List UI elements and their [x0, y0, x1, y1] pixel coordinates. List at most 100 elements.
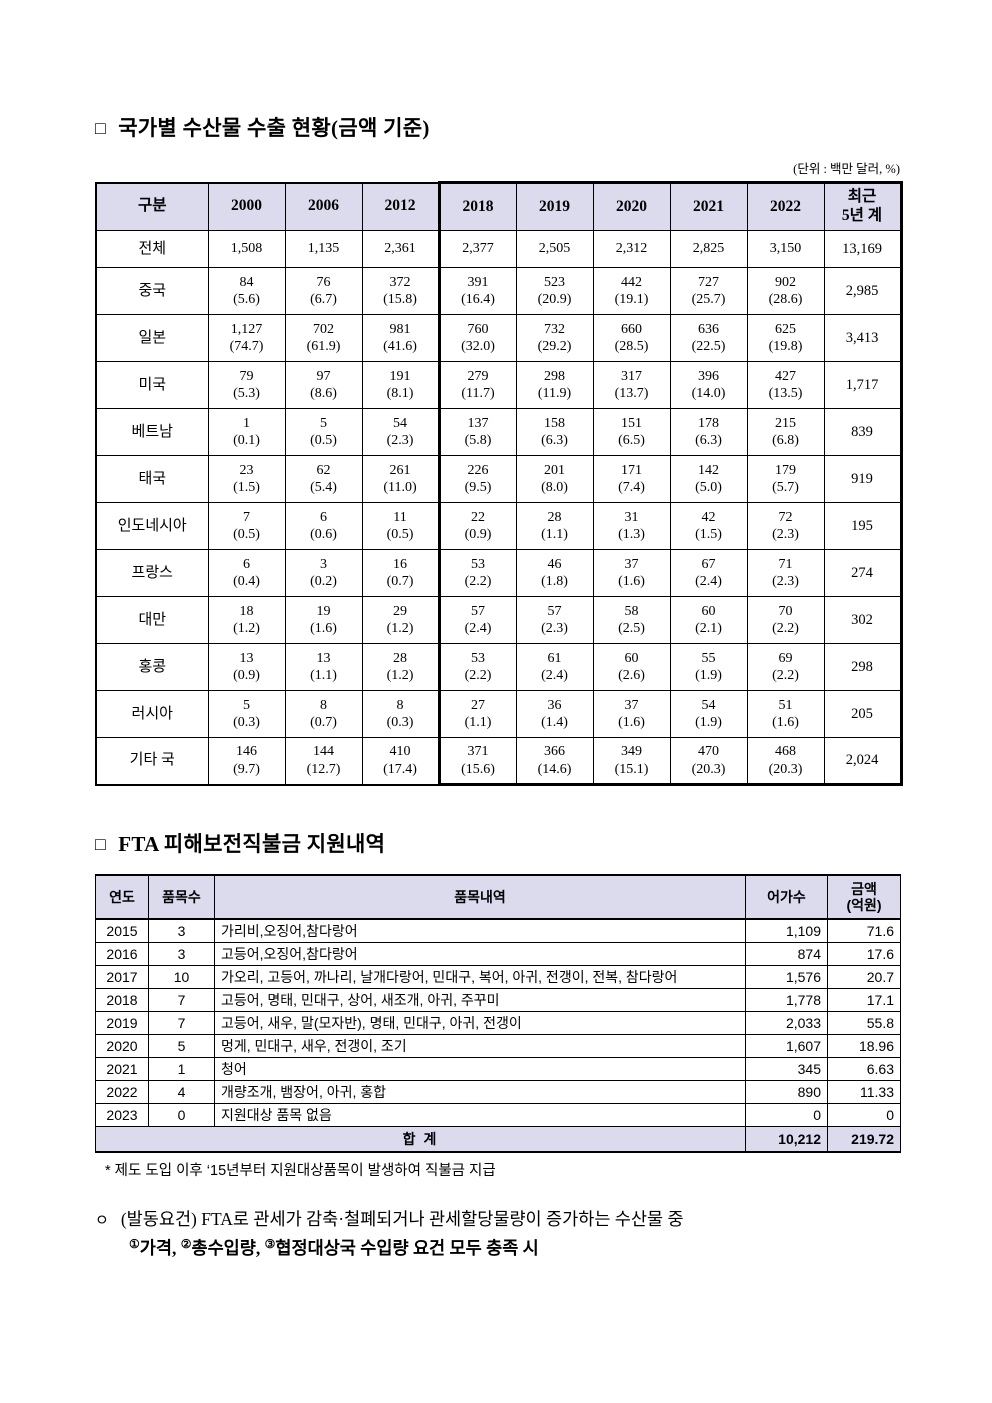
- export-cell: 201 (8.0): [515, 455, 594, 503]
- export-cell-value: 3,150: [769, 241, 802, 257]
- export-cell-5yr-total: 919: [823, 455, 903, 503]
- export-cell: 981 (41.6): [361, 314, 440, 362]
- export-cell-value: 28: [547, 509, 562, 525]
- export-cell-share: (1.2): [386, 621, 414, 636]
- export-cell-value: 625: [775, 321, 796, 337]
- export-cell-share: (2.4): [695, 574, 722, 589]
- export-cell-value: 22: [471, 509, 485, 525]
- header-line: 최근: [847, 188, 877, 206]
- export-cell-value: 53: [471, 650, 485, 666]
- export-cell: 67 (2.4): [669, 549, 748, 597]
- export-cell-value: 8: [320, 697, 327, 713]
- export-cell: 3,150: [746, 230, 825, 268]
- export-cell: 29 (1.2): [361, 596, 440, 644]
- export-cell-5yr-total: 1,717: [823, 361, 903, 409]
- fta-item-list: 지원대상 품목 없음: [214, 1103, 746, 1127]
- export-cell-value: 261: [389, 462, 411, 478]
- fta-table-body: 2015 3 가리비,오징어,참다랑어 1,109 71.6 2016 3 고등어,오징어,참…: [95, 918, 901, 1153]
- export-cell-share: (0.7): [310, 715, 337, 730]
- export-cell-share: (2.2): [772, 668, 799, 683]
- export-cell-value: 372: [389, 274, 411, 290]
- fta-item-list: 청어: [214, 1057, 746, 1081]
- export-row: 프랑스 6 (0.4) 3 (0.2) 16 (0.7) 53 (2.2) 46 (1.8) 37 (1…: [95, 549, 903, 597]
- fta-item-list: 멍게, 민대구, 새우, 전갱이, 조기: [214, 1034, 746, 1058]
- export-cell-share: (22.5): [691, 339, 726, 354]
- export-cell-share: (1.9): [695, 668, 722, 683]
- export-row: 인도네시아 7 (0.5) 6 (0.6) 11 (0.5) 22 (0.9) 28 (1.1) 31…: [95, 502, 903, 550]
- export-cell-share: (1.6): [310, 621, 337, 636]
- export-cell-share: (2.4): [541, 668, 568, 683]
- fta-amount: 17.6: [827, 942, 901, 966]
- section-export-status: □ 국가별 수산물 수출 현황(금액 기준) (단위 : 백만 달러, %) 구분…: [95, 112, 903, 786]
- export-cell: 84 (5.6): [207, 267, 286, 315]
- export-col-header-year: 2018: [437, 181, 517, 231]
- export-row: 미국 79 (5.3) 97 (8.6) 191 (8.1) 279 (11.7) 298 (11.…: [95, 361, 903, 409]
- export-cell-share: (0.7): [386, 574, 414, 589]
- export-cell-value: 19: [316, 603, 331, 619]
- export-cell-value: 61: [547, 650, 562, 666]
- export-cell: 902 (28.6): [746, 267, 825, 315]
- export-cell-share: (20.9): [537, 292, 572, 307]
- export-cell-share: (25.7): [691, 292, 726, 307]
- export-cell: 72 (2.3): [746, 502, 825, 550]
- export-cell: 28 (1.2): [361, 643, 440, 691]
- export-cell-value: 2,312: [615, 241, 648, 257]
- export-cell-value: 137: [467, 415, 489, 431]
- export-row-label: 프랑스: [95, 549, 209, 597]
- export-cell: 151 (6.5): [592, 408, 671, 456]
- export-cell-value: 191: [389, 368, 411, 384]
- export-cell-share: (12.7): [306, 761, 341, 777]
- fta-households: 874: [745, 942, 828, 966]
- export-cell-value: 54: [701, 697, 716, 713]
- export-cell: 76 (6.7): [284, 267, 363, 315]
- export-cell-value: 2,825: [692, 241, 725, 257]
- export-cell-value: 279: [467, 368, 489, 384]
- export-cell: 60 (2.6): [592, 643, 671, 691]
- export-cell-value: 16: [393, 556, 407, 572]
- export-cell-value: 158: [544, 415, 565, 431]
- export-cell-value: 18: [239, 603, 254, 619]
- fta-total-label: 합 계: [95, 1126, 746, 1153]
- export-cell-share: (2.3): [541, 621, 568, 636]
- export-cell-value: 3: [320, 556, 327, 572]
- export-cell: 71 (2.3): [746, 549, 825, 597]
- export-cell-5yr-total: 3,413: [823, 314, 903, 362]
- export-cell-value: 57: [471, 603, 485, 619]
- fta-year: 2021: [95, 1057, 149, 1081]
- export-cell: 6 (0.4): [207, 549, 286, 597]
- fta-item-list: 고등어,오징어,참다랑어: [214, 942, 746, 966]
- fta-total-households: 10,212: [745, 1126, 828, 1153]
- export-cell-share: (11.9): [537, 386, 572, 401]
- fta-year: 2018: [95, 988, 149, 1012]
- fta-item-count: 5: [148, 1034, 215, 1058]
- export-cell: 158 (6.3): [515, 408, 594, 456]
- export-cell-value: 2,361: [384, 241, 416, 257]
- fta-header-row: 연도 품목수 품목내역 어가수 금액 (억원): [95, 874, 901, 920]
- export-cell-share: (6.3): [695, 433, 722, 448]
- export-cell-value: 97: [316, 368, 331, 384]
- export-cell-value: 62: [316, 462, 331, 478]
- export-cell-share: (9.7): [233, 761, 260, 777]
- export-cell: 27 (1.1): [437, 690, 517, 738]
- header-line: 5년 계: [841, 207, 883, 224]
- export-cell-value: 146: [236, 744, 257, 760]
- condition-text: 가격,: [139, 1237, 181, 1258]
- export-cell-share: (0.6): [310, 527, 337, 542]
- export-cell-value: 60: [701, 603, 716, 619]
- export-cell-value: 442: [621, 274, 642, 290]
- fta-year: 2022: [95, 1080, 149, 1104]
- fta-item-count: 3: [148, 942, 215, 966]
- circle-bullet-icon: ㅇ: [95, 1213, 109, 1229]
- export-cell-share: (1.6): [618, 574, 645, 589]
- export-cell-value: 37: [624, 556, 639, 572]
- export-cell-share: (5.4): [310, 480, 337, 495]
- fta-households: 1,778: [745, 988, 828, 1012]
- export-cell-share: (2.6): [618, 668, 645, 683]
- export-col-header-year: 2021: [669, 181, 748, 231]
- export-cell-value: 28: [393, 650, 407, 666]
- export-cell-5yr-total: 298: [823, 643, 903, 691]
- fta-households: 1,109: [745, 918, 828, 943]
- circled-number-icon: ③: [264, 1236, 276, 1251]
- fta-row: 2016 3 고등어,오징어,참다랑어 874 17.6: [95, 942, 901, 966]
- export-cell-share: (2.3): [772, 574, 799, 589]
